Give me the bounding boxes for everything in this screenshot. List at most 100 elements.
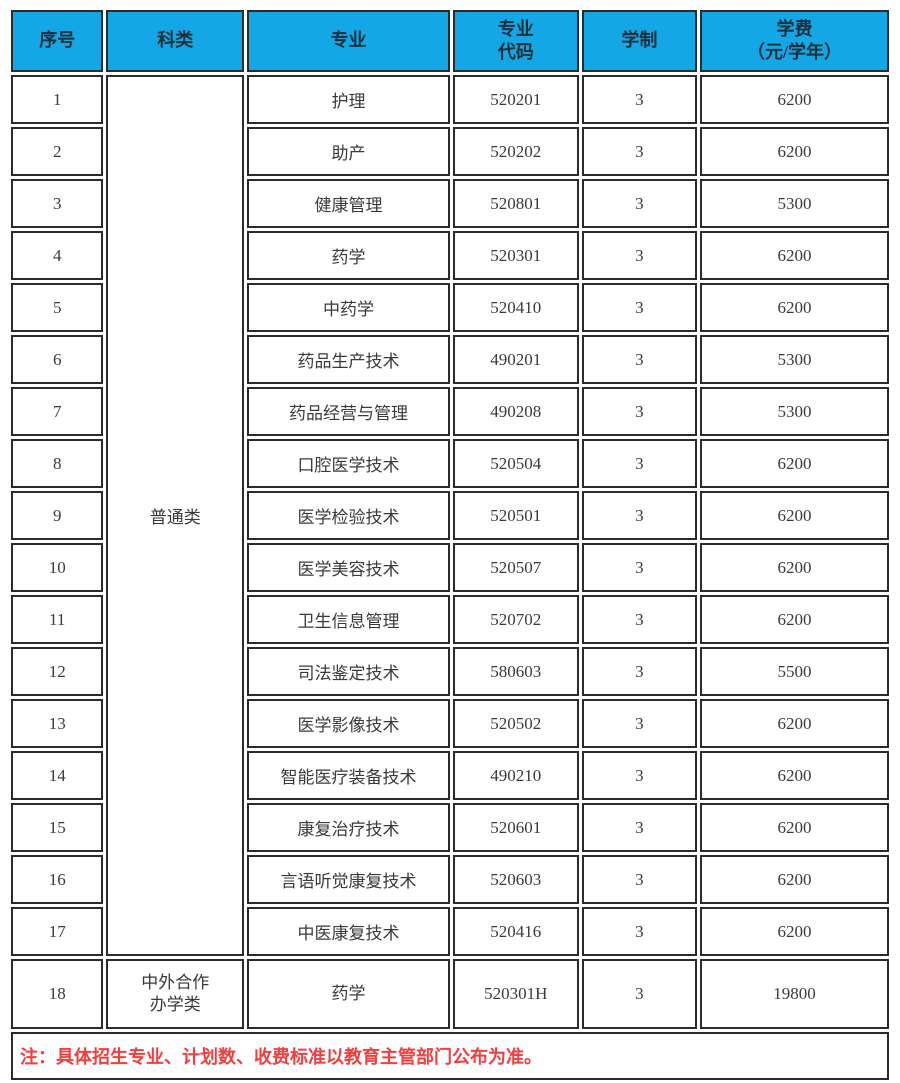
code-cell-text: 520801 [490,193,542,213]
row-number-cell: 7 [11,387,104,436]
major-cell-text: 中药学 [323,300,375,319]
category-cell-text: 中外合作 [141,972,210,992]
header-label-code-line2: 代码 [497,42,534,62]
table-row: 8 口腔医学技术 520504 3 6200 [11,439,889,488]
major-cell: 药品经营与管理 [247,387,450,436]
code-cell-text: 580603 [490,661,542,681]
duration-cell: 3 [581,543,698,592]
header-label-fee-line2: （元/学年） [747,42,843,62]
table-row: 4 药学 520301 3 6200 [11,231,889,280]
table-row: 10 医学美容技术 520507 3 6200 [11,543,889,592]
code-cell: 520601 [452,803,579,852]
major-cell-text: 医学影像技术 [297,716,400,735]
row-number-cell: 12 [11,647,104,696]
code-cell: 520301 [452,231,579,280]
code-cell-text: 520301 [490,245,542,265]
duration-cell: 3 [581,907,698,956]
table-row: 11 卫生信息管理 520702 3 6200 [11,595,889,644]
table-row: 17 中医康复技术 520416 3 6200 [11,907,889,956]
duration-cell-text: 3 [635,817,644,837]
major-cell: 护理 [247,75,450,124]
fee-cell: 6200 [700,751,889,800]
row-number-cell: 18 [11,959,104,1029]
fee-cell: 5300 [700,387,889,436]
fee-cell-text: 6200 [777,609,812,629]
major-cell-text: 智能医疗装备技术 [280,768,417,787]
major-cell: 药学 [247,231,450,280]
row-number-cell: 16 [11,855,104,904]
header-label-fee-line1: 学费 [776,18,813,39]
fee-table-container: 序号 科类 专业 专业 代码 学制 [8,7,892,1083]
duration-cell-text: 3 [635,557,644,577]
code-cell: 520502 [452,699,579,748]
row-number-cell-text: 16 [48,869,66,889]
major-cell-text: 医学检验技术 [297,508,400,527]
header-cell-major: 专业 [247,10,450,72]
fee-cell-text: 19800 [773,983,816,1003]
fee-cell: 6200 [700,75,889,124]
duration-cell-text: 3 [635,453,644,473]
major-cell-text: 药品生产技术 [297,352,400,371]
fee-cell-text: 5300 [777,193,812,213]
fee-cell: 5300 [700,335,889,384]
duration-cell-text: 3 [635,661,644,681]
row-number-cell: 10 [11,543,104,592]
row-number-cell: 8 [11,439,104,488]
major-cell-text: 言语听觉康复技术 [280,872,417,891]
major-cell-text: 中医康复技术 [297,924,400,943]
major-cell: 卫生信息管理 [247,595,450,644]
row-number-cell-text: 5 [52,297,62,317]
duration-cell: 3 [581,335,698,384]
category-cell-text: 普通类 [149,508,201,527]
major-cell-text: 药学 [331,248,366,267]
code-cell-text: 490201 [490,349,542,369]
row-number-cell: 5 [11,283,104,332]
duration-cell-text: 3 [635,297,644,317]
fee-cell-text: 6200 [777,817,812,837]
duration-cell: 3 [581,647,698,696]
table-row: 12 司法鉴定技术 580603 3 5500 [11,647,889,696]
major-cell: 医学美容技术 [247,543,450,592]
code-cell: 520501 [452,491,579,540]
table-row: 5 中药学 520410 3 6200 [11,283,889,332]
row-number-cell-text: 8 [52,453,62,473]
code-cell: 580603 [452,647,579,696]
code-cell-text: 490210 [490,765,542,785]
duration-cell: 3 [581,127,698,176]
row-number-cell-text: 3 [52,193,62,213]
code-cell-text: 520201 [490,89,542,109]
header-row: 序号 科类 专业 专业 代码 学制 [11,10,889,72]
header-cell-code: 专业 代码 [452,10,579,72]
major-cell-text: 助产 [331,144,366,163]
major-cell: 中药学 [247,283,450,332]
duration-cell-text: 3 [635,921,644,941]
duration-cell-text: 3 [635,983,644,1003]
row-number-cell: 6 [11,335,104,384]
fee-cell: 6200 [700,543,889,592]
code-cell-text: 520202 [490,141,542,161]
fee-cell-text: 6200 [777,765,812,785]
row-number-cell: 17 [11,907,104,956]
fee-cell: 6200 [700,491,889,540]
fee-cell-text: 5300 [777,349,812,369]
code-cell-text: 520502 [490,713,542,733]
major-cell-text: 药品经营与管理 [289,404,409,423]
fee-cell: 6200 [700,803,889,852]
row-number-cell: 2 [11,127,104,176]
fee-cell: 5300 [700,179,889,228]
row-number-cell: 13 [11,699,104,748]
fee-cell-text: 6200 [777,297,812,317]
code-cell-text: 520410 [490,297,542,317]
fee-cell: 6200 [700,595,889,644]
duration-cell-text: 3 [635,713,644,733]
duration-cell: 3 [581,699,698,748]
row-number-cell: 15 [11,803,104,852]
header-cell-fee: 学费 （元/学年） [700,10,889,72]
major-cell: 医学影像技术 [247,699,450,748]
table-row: 1 普通类 护理 520201 3 6200 [11,75,889,956]
duration-cell: 3 [581,75,698,124]
duration-cell-text: 3 [635,609,644,629]
duration-cell-text: 3 [635,765,644,785]
fee-cell: 6200 [700,439,889,488]
major-cell: 药学 [247,959,450,1029]
